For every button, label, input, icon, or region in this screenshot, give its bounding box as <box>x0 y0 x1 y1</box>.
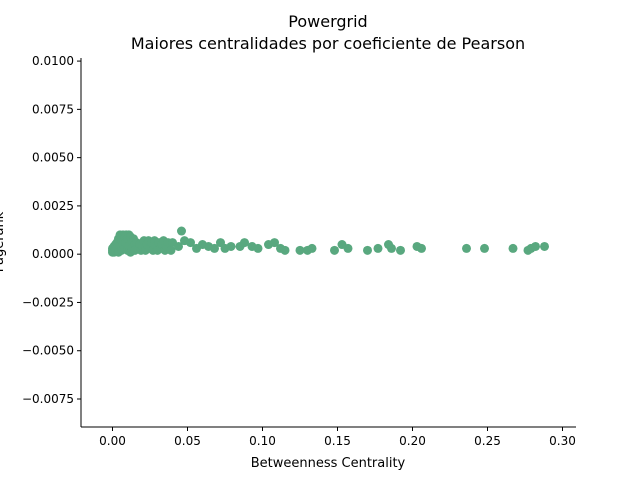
point <box>363 245 372 255</box>
y-tick-label: −0.0050 <box>22 344 74 358</box>
point <box>373 243 383 253</box>
point <box>210 243 219 253</box>
point <box>166 245 176 255</box>
y-tick-label: 0.0100 <box>32 54 74 68</box>
point <box>508 243 518 253</box>
y-tick-label: 0.0050 <box>32 151 74 165</box>
point <box>174 241 183 251</box>
y-axis-label: Pagerank <box>0 211 7 272</box>
point <box>307 243 317 253</box>
point <box>226 241 236 251</box>
x-tick-label: 0.25 <box>474 434 501 448</box>
point <box>330 245 339 255</box>
y-tick-label: −0.0075 <box>22 392 74 406</box>
x-tick-label: 0.05 <box>174 434 201 448</box>
point <box>396 245 405 255</box>
x-tick-label: 0.30 <box>549 434 576 448</box>
point <box>253 243 263 253</box>
x-tick-label: 0.10 <box>249 434 276 448</box>
point <box>462 243 471 253</box>
x-tick-label: 0.00 <box>99 434 126 448</box>
y-tick-label: 0.0000 <box>32 247 74 261</box>
y-tick-label: 0.0025 <box>32 199 74 213</box>
y-tick-label: 0.0075 <box>32 102 74 116</box>
point <box>480 243 489 253</box>
x-tick-label: 0.20 <box>399 434 426 448</box>
y-tick-label: −0.0025 <box>22 295 74 309</box>
point <box>343 243 353 253</box>
point <box>540 241 549 251</box>
point <box>270 238 279 248</box>
point <box>177 226 186 236</box>
chart-subtitle: Maiores centralidades por coeficiente de… <box>131 34 525 53</box>
point <box>417 243 426 253</box>
point <box>295 245 305 255</box>
x-tick-label: 0.15 <box>324 434 351 448</box>
point <box>531 241 540 251</box>
point <box>387 243 396 253</box>
x-axis-label: Betweenness Centrality <box>251 456 406 471</box>
point <box>240 238 249 248</box>
point <box>280 245 290 255</box>
point <box>186 238 195 248</box>
chart-title: Powergrid <box>288 12 367 31</box>
